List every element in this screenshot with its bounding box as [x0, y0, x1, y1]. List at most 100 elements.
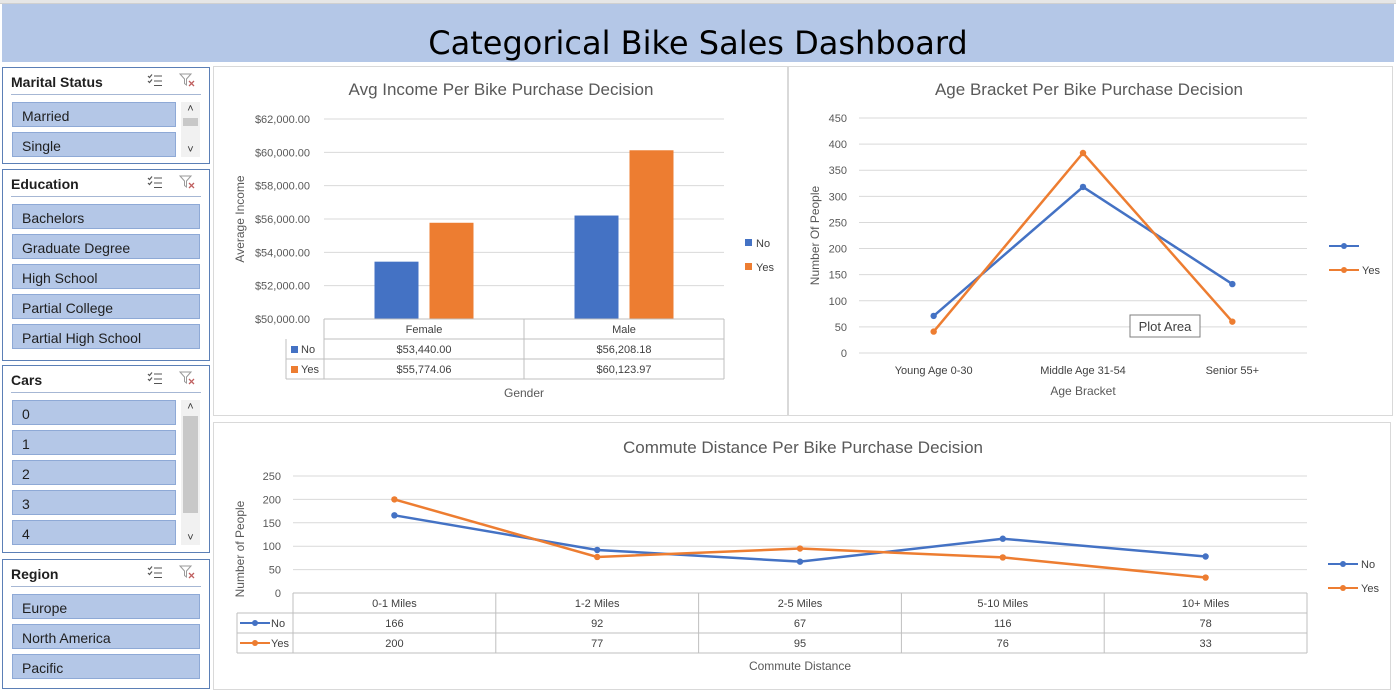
legend-marker [1340, 561, 1346, 567]
y-tick-label: 250 [263, 471, 281, 483]
data-label: 92 [591, 618, 603, 630]
x-tick-label: Young Age 0-30 [895, 365, 973, 377]
x-tick-label: 0-1 Miles [372, 598, 417, 610]
bar [574, 215, 619, 319]
slicer-scrollbar[interactable]: ˄ ˅ [181, 400, 200, 545]
slicer-item[interactable]: Single [12, 132, 176, 157]
x-tick-label: Middle Age 31-54 [1040, 365, 1126, 377]
data-point [1202, 553, 1209, 560]
x-tick-label: 5-10 Miles [977, 598, 1028, 610]
table-series-name: No [301, 344, 315, 356]
scroll-thumb[interactable] [183, 416, 198, 513]
multi-select-icon[interactable] [147, 565, 163, 579]
education-slicer[interactable]: Education Bachelors Graduate Degree High Sc… [2, 169, 210, 361]
legend-label: No [756, 238, 770, 250]
y-tick-label: 100 [829, 296, 847, 308]
slicer-item[interactable]: Graduate Degree [12, 234, 200, 259]
data-label: $56,208.18 [596, 344, 651, 356]
multi-select-icon[interactable] [147, 73, 163, 87]
y-tick-label: 400 [829, 139, 847, 151]
bar [629, 150, 674, 319]
legend-label: Yes [1361, 583, 1379, 595]
scroll-up-icon[interactable]: ˄ [187, 401, 194, 413]
slicer-item[interactable]: 2 [12, 460, 176, 485]
bar [374, 261, 419, 319]
scroll-up-icon[interactable]: ˄ [187, 103, 194, 115]
series-line [394, 498, 1206, 579]
y-tick-label: 350 [829, 165, 847, 177]
x-tick-label: 1-2 Miles [575, 598, 620, 610]
table-series-name: No [271, 618, 285, 630]
data-label: 166 [385, 618, 403, 630]
data-point [796, 558, 804, 565]
data-point [1079, 149, 1087, 157]
tooltip-box [1129, 314, 1201, 338]
y-tick-label: $50,000.00 [255, 314, 310, 326]
slicer-item[interactable]: Partial College [12, 294, 200, 319]
slicer-title: Education [11, 176, 79, 192]
slicer-item[interactable]: Partial High School [12, 324, 200, 349]
y-tick-label: 0 [275, 588, 281, 600]
legend-marker [1340, 585, 1346, 591]
age-bracket-chart[interactable]: Age Bracket Per Bike Purchase Decision 0 5… [788, 66, 1393, 416]
marital-status-slicer[interactable]: Marital Status Married Single ˄ ˅ [2, 67, 210, 164]
data-label: 33 [1199, 638, 1211, 650]
data-point [999, 535, 1006, 542]
x-tick-label: 10+ Miles [1182, 598, 1230, 610]
scroll-down-icon[interactable]: ˅ [187, 532, 194, 544]
cars-slicer[interactable]: Cars 0 1 2 3 4 ˄ ˅ [2, 365, 210, 553]
legend-label: No [1361, 559, 1375, 571]
slicer-header: Region [11, 560, 201, 587]
chart-title: Age Bracket Per Bike Purchase Decision [935, 80, 1243, 99]
y-tick-label: 250 [829, 217, 847, 229]
slicer-item[interactable]: Pacific [12, 654, 200, 679]
legend-key [745, 263, 752, 270]
slicer-item[interactable]: Europe [12, 594, 200, 619]
data-point [594, 546, 601, 554]
legend-key [291, 366, 298, 373]
y-tick-label: 150 [263, 518, 281, 530]
scroll-down-icon[interactable]: ˅ [187, 144, 194, 156]
region-slicer[interactable]: Region Europe North America Pacific [2, 559, 210, 689]
x-tick-label: Senior 55+ [1206, 365, 1260, 377]
clear-filter-icon[interactable] [178, 175, 195, 189]
clear-filter-icon[interactable] [178, 73, 195, 87]
slicer-item[interactable]: High School [12, 264, 200, 289]
legend-key [745, 239, 752, 246]
legend-label: Yes [1362, 265, 1380, 277]
slicer-item[interactable]: 3 [12, 490, 176, 515]
y-tick-label: 50 [269, 565, 281, 577]
y-axis-label: Number of People [233, 500, 247, 597]
data-point [999, 554, 1006, 561]
y-tick-label: $54,000.00 [255, 247, 310, 259]
data-label: 95 [794, 638, 806, 650]
y-tick-label: 100 [263, 541, 281, 553]
slicer-item[interactable]: Married [12, 102, 176, 127]
multi-select-icon[interactable] [147, 175, 163, 189]
y-tick-label: $62,000.00 [255, 114, 310, 126]
y-tick-label: $56,000.00 [255, 214, 310, 226]
clear-filter-icon[interactable] [178, 371, 195, 385]
commute-distance-chart[interactable]: Commute Distance Per Bike Purchase Decis… [213, 422, 1391, 690]
legend-key [291, 346, 298, 353]
avg-income-chart[interactable]: Avg Income Per Bike Purchase Decision $50… [213, 66, 788, 416]
tooltip-text: Plot Area [1139, 319, 1193, 334]
slicer-scrollbar[interactable]: ˄ ˅ [181, 102, 200, 157]
slicer-item[interactable]: Bachelors [12, 204, 200, 229]
y-tick-label: $52,000.00 [255, 281, 310, 293]
x-axis-label: Gender [504, 386, 544, 400]
slicer-title: Marital Status [11, 74, 103, 90]
slicer-item[interactable]: 1 [12, 430, 176, 455]
clear-filter-icon[interactable] [178, 565, 195, 579]
slicer-item[interactable]: 0 [12, 400, 176, 425]
scroll-thumb[interactable] [183, 118, 198, 126]
y-tick-label: $60,000.00 [255, 147, 310, 159]
multi-select-icon[interactable] [147, 371, 163, 385]
data-point [930, 328, 937, 335]
table-series-name: Yes [301, 364, 319, 376]
slicer-item[interactable]: North America [12, 624, 200, 649]
data-point [391, 512, 398, 519]
slicer-item[interactable]: 4 [12, 520, 176, 545]
data-point [1202, 574, 1209, 581]
y-axis-label: Average Income [233, 175, 247, 262]
